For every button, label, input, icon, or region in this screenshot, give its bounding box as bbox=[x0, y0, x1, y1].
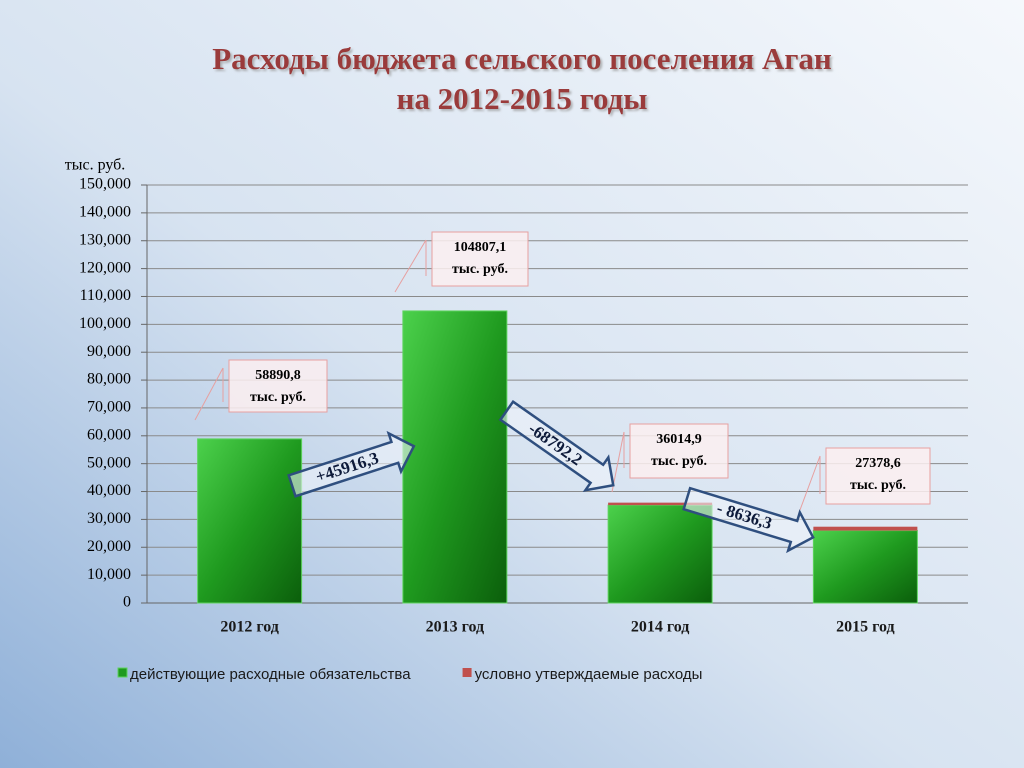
x-tick-label: 2015 год bbox=[836, 619, 895, 636]
legend-swatch bbox=[117, 667, 128, 678]
legend-swatch bbox=[462, 668, 472, 677]
x-tick-label: 2013 год bbox=[426, 619, 485, 636]
y-tick-label: 10,000 bbox=[87, 566, 131, 583]
y-axis-label: тыс. руб. bbox=[65, 157, 126, 174]
y-tick-label: 0 bbox=[123, 594, 131, 611]
annotation-box bbox=[629, 423, 729, 479]
annotation-text: тыс. руб. bbox=[850, 478, 906, 493]
annotation-text: тыс. руб. bbox=[250, 390, 306, 405]
bar-segment bbox=[813, 526, 918, 531]
annotation-text: тыс. руб. bbox=[651, 454, 707, 469]
y-tick-label: 140,000 bbox=[79, 204, 131, 221]
y-tick-label: 70,000 bbox=[87, 399, 131, 416]
y-tick-label: 50,000 bbox=[87, 454, 131, 471]
bar-segment bbox=[197, 438, 303, 604]
x-tick-label: 2014 год bbox=[631, 619, 690, 636]
annotation-text: тыс. руб. bbox=[452, 262, 508, 277]
y-tick-label: 100,000 bbox=[79, 315, 131, 332]
x-tick-label: 2012 год bbox=[220, 619, 279, 636]
y-tick-label: 110,000 bbox=[80, 287, 131, 304]
annotation-text: 27378,6 bbox=[855, 456, 901, 471]
title: Расходы бюджета сельского поселения Аган bbox=[212, 41, 832, 76]
subtitle: на 2012-2015 годы bbox=[397, 81, 648, 116]
leader-line bbox=[611, 431, 625, 493]
arrow-shape bbox=[287, 430, 416, 498]
y-tick-label: 120,000 bbox=[79, 259, 131, 276]
bar-segment bbox=[812, 530, 918, 604]
annotation-text: 58890,8 bbox=[255, 368, 301, 383]
arrow-shape bbox=[498, 399, 615, 492]
y-tick-label: 60,000 bbox=[87, 426, 131, 443]
annotation-box bbox=[228, 359, 328, 413]
legend-label: условно утверждаемые расходы bbox=[475, 666, 703, 683]
y-tick-label: 30,000 bbox=[87, 510, 131, 527]
leader-line bbox=[394, 239, 427, 293]
y-tick-label: 150,000 bbox=[79, 176, 131, 193]
y-tick-label: 80,000 bbox=[87, 371, 131, 388]
annotation-box bbox=[825, 447, 931, 505]
leader-line bbox=[194, 367, 224, 421]
y-tick-label: 40,000 bbox=[87, 482, 131, 499]
leader-line bbox=[799, 455, 821, 511]
bar-segment bbox=[607, 504, 713, 604]
arrow-shape bbox=[682, 486, 815, 554]
bar-segment bbox=[402, 310, 508, 604]
annotation-box bbox=[431, 231, 529, 287]
legend-label: действующие расходные обязательства bbox=[130, 666, 411, 683]
y-tick-label: 130,000 bbox=[79, 231, 131, 248]
annotation-text: 36014,9 bbox=[656, 432, 702, 447]
y-tick-label: 20,000 bbox=[87, 538, 131, 555]
y-tick-label: 90,000 bbox=[87, 343, 131, 360]
bar-segment bbox=[608, 502, 713, 506]
annotation-text: 104807,1 bbox=[454, 240, 507, 255]
